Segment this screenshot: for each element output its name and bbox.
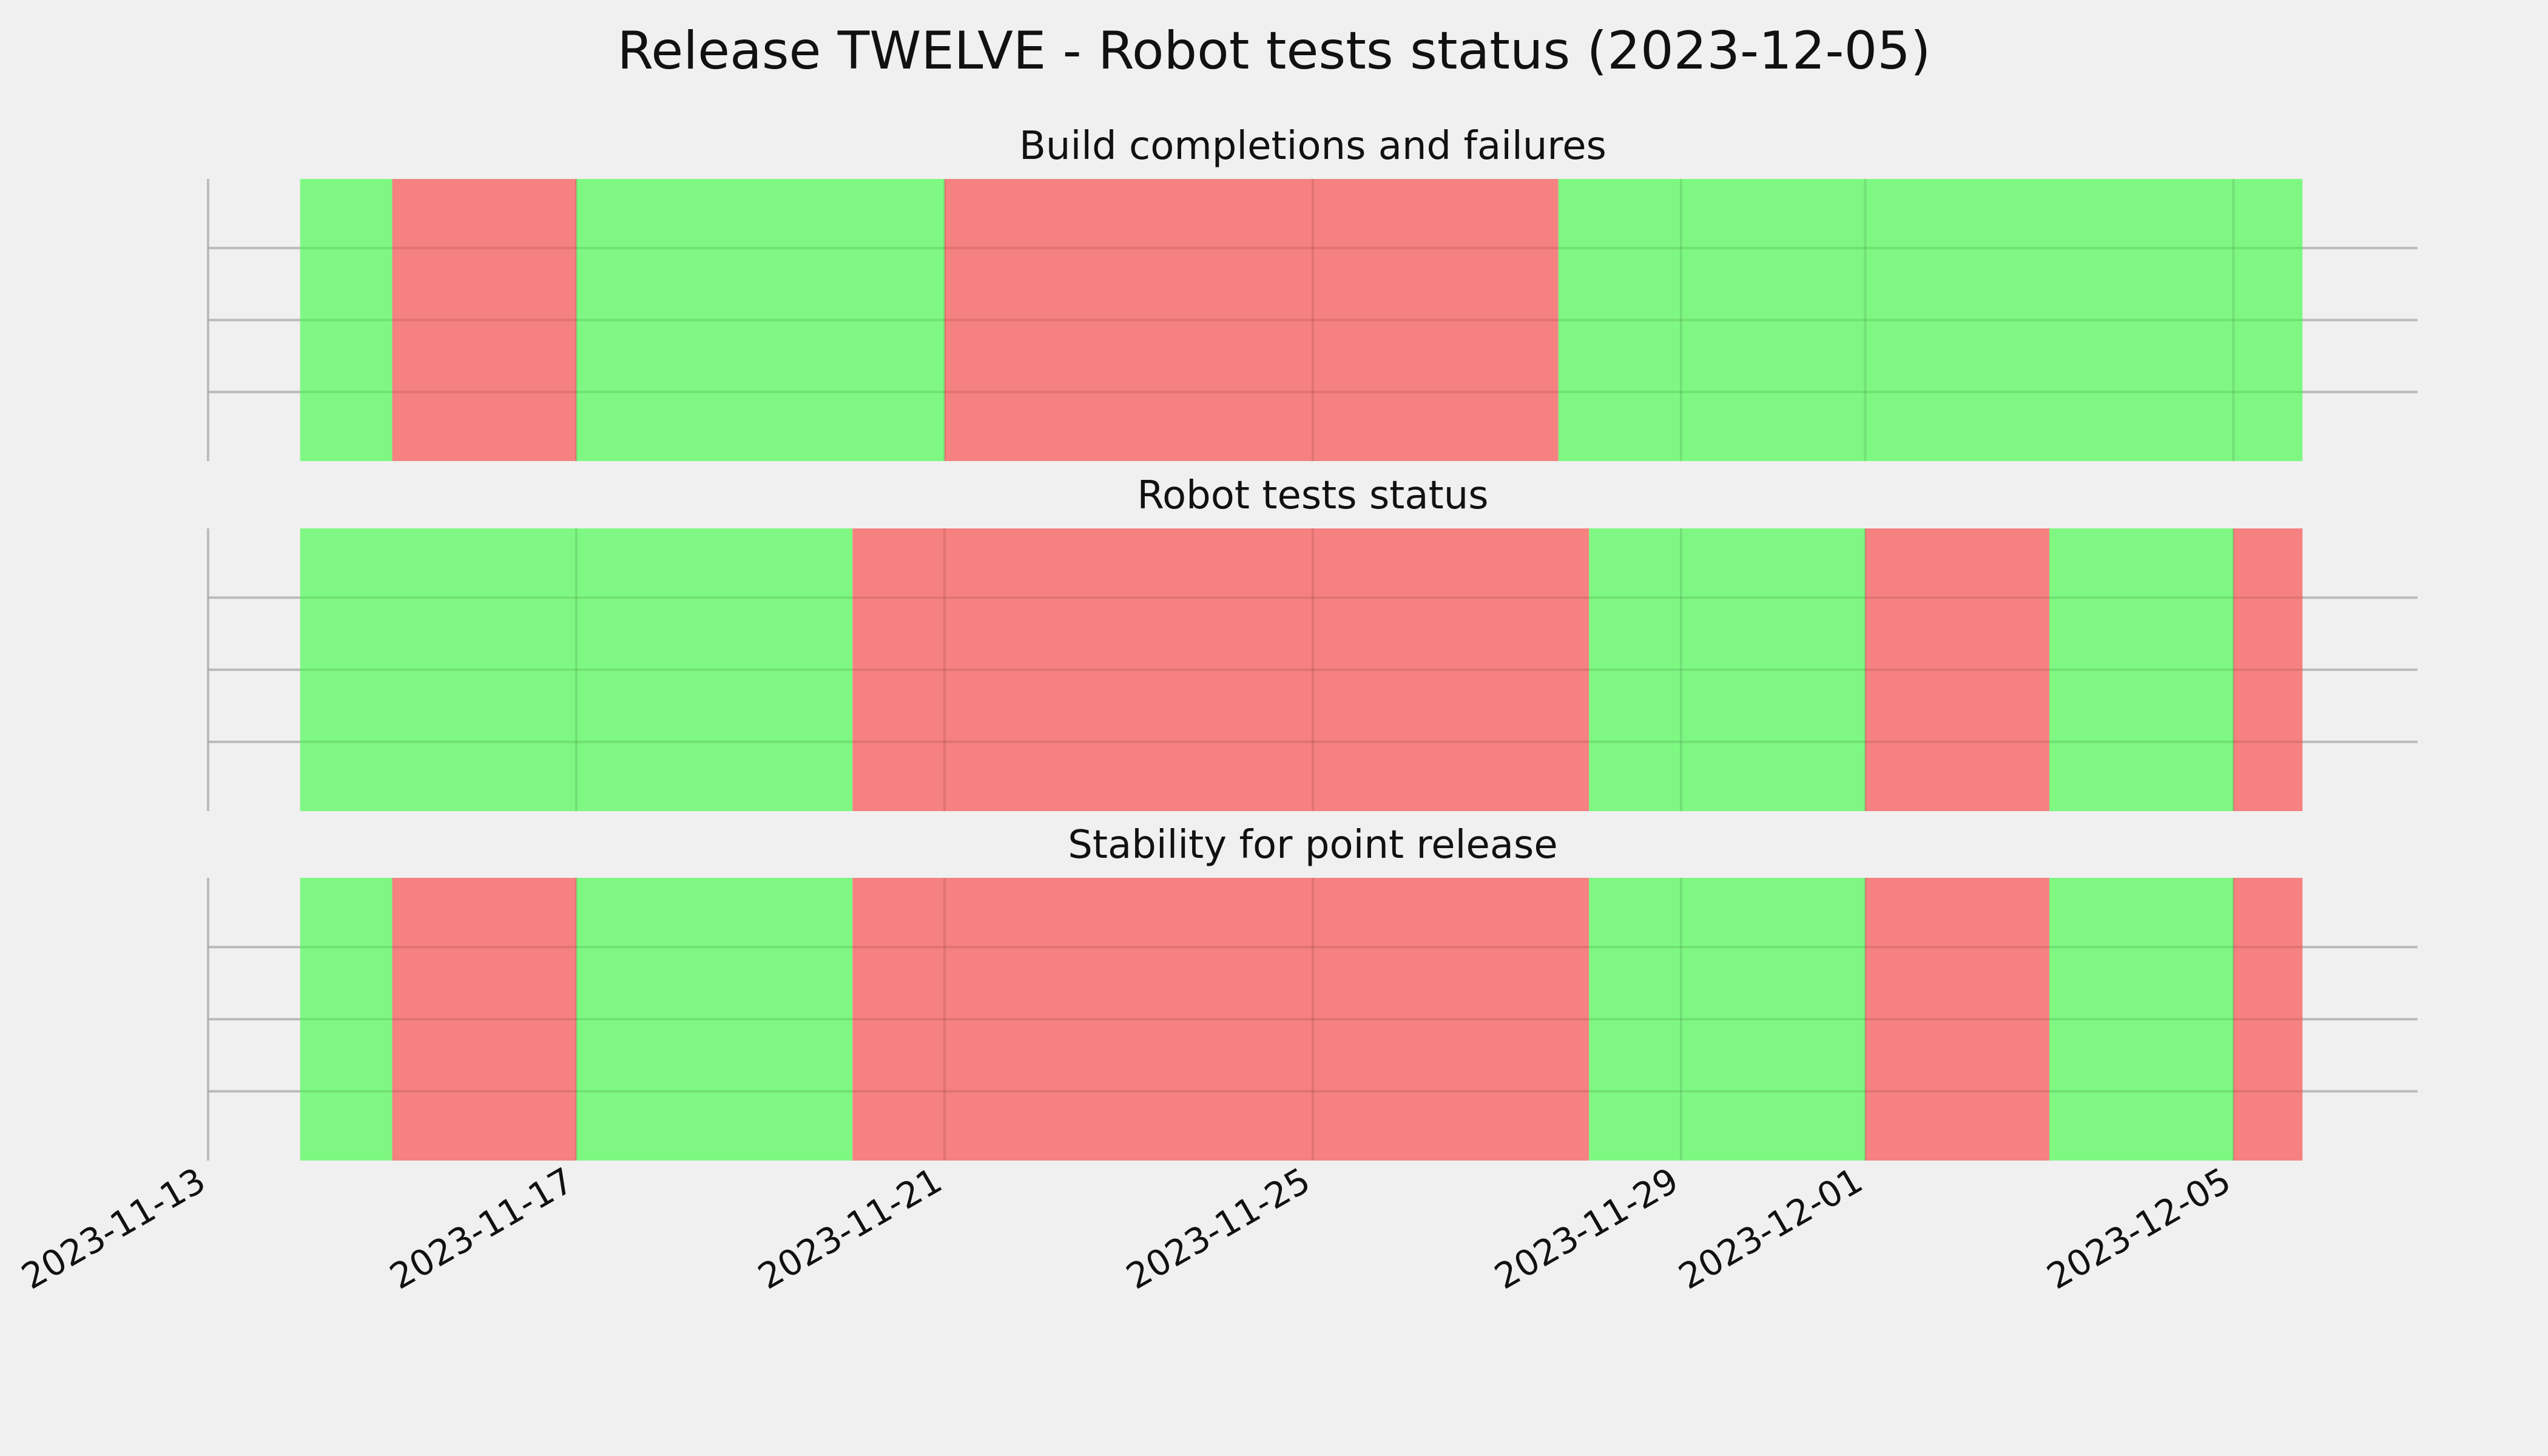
segment-fail-2: [852, 528, 1589, 811]
segment-fail-2: [392, 878, 576, 1161]
segment-pass-5: [2049, 528, 2234, 811]
panel-title-3: Stability for point release: [1068, 823, 1558, 868]
segment-pass-1: [300, 878, 393, 1161]
segment-pass-3: [1589, 528, 1866, 811]
chart-title: Release TWELVE - Robot tests status (202…: [617, 21, 1930, 81]
segment-pass-5: [1589, 878, 1866, 1161]
segment-pass-7: [2049, 878, 2234, 1161]
panel-3: Stability for point release: [207, 823, 2418, 1161]
segment-pass-1: [300, 528, 853, 811]
panel-title-2: Robot tests status: [1137, 473, 1488, 518]
segment-fail-4: [945, 179, 1559, 461]
segment-pass-5: [1558, 179, 2303, 461]
segment-fail-4: [1865, 528, 2049, 811]
segment-fail-6: [1865, 878, 2049, 1161]
chart-panels: Build completions and failures Robot test…: [207, 124, 2418, 1161]
panel-title-1: Build completions and failures: [1019, 124, 1606, 169]
panel-2: Robot tests status: [207, 473, 2418, 811]
panel-1: Build completions and failures: [207, 124, 2418, 461]
segment-pass-3: [576, 878, 853, 1161]
segment-fail-8: [2233, 878, 2303, 1161]
segment-fail-6: [2233, 528, 2303, 811]
segment-pass-3: [576, 179, 945, 461]
segment-pass-1: [300, 179, 393, 461]
segment-fail-4: [852, 878, 1589, 1161]
segment-fail-2: [392, 179, 576, 461]
